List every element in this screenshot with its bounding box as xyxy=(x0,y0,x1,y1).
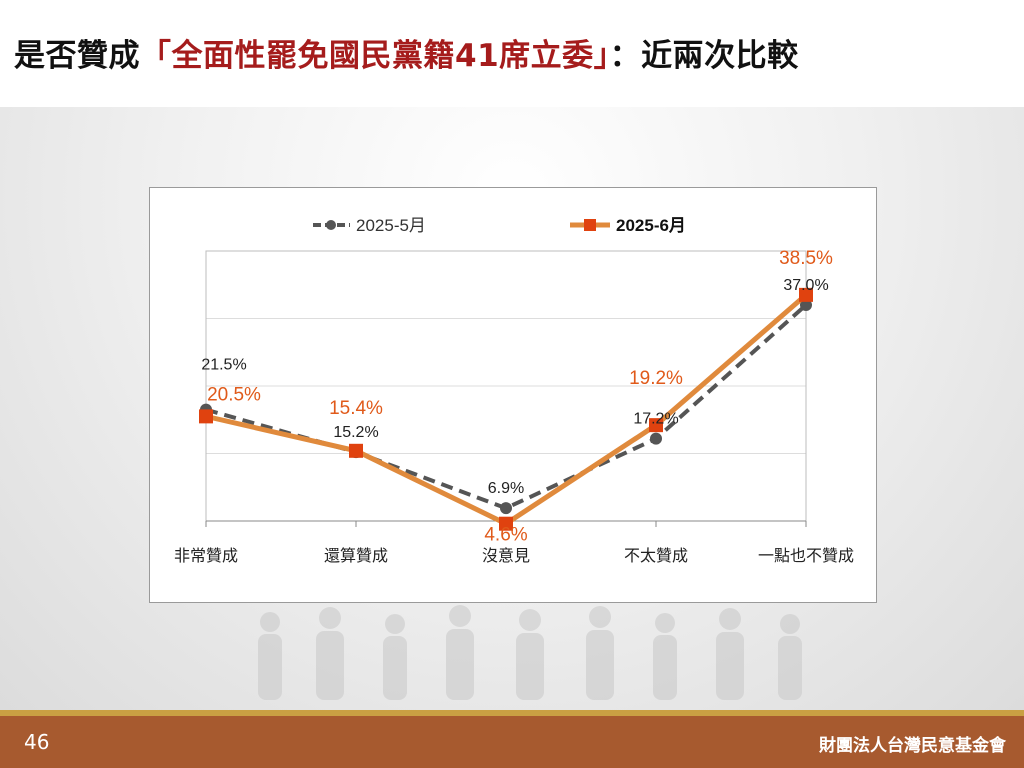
data-point-june xyxy=(799,287,813,302)
data-point-june xyxy=(649,418,663,433)
data-point-may xyxy=(650,432,662,445)
legend-label-may: 2025-5月 xyxy=(356,216,426,235)
legend-label-june: 2025-6月 xyxy=(616,216,686,235)
page-number: 46 xyxy=(24,730,50,754)
series-line-may xyxy=(205,303,808,511)
data-point-june xyxy=(349,443,363,458)
footer-bar: 46 財團法人台灣民意基金會 xyxy=(0,716,1024,768)
title-bar: 是否贊成「全面性罷免國民黨籍41席立委」：近兩次比較 xyxy=(0,0,1024,107)
title-prefix: 是否贊成 xyxy=(14,38,140,74)
organization-name: 財團法人台灣民意基金會 xyxy=(819,736,1006,756)
title-highlight: 「全面性罷免國民黨籍41席立委」 xyxy=(140,38,610,74)
title-suffix: ：近兩次比較 xyxy=(609,38,799,74)
x-tick-label: 非常贊成 xyxy=(174,547,238,565)
data-label-june: 4.6% xyxy=(484,525,527,546)
data-label-may: 37.0% xyxy=(783,277,828,294)
x-tick-label: 一點也不贊成 xyxy=(758,547,854,565)
x-tick-label: 不太贊成 xyxy=(624,547,688,565)
data-label-june: 19.2% xyxy=(629,368,683,389)
data-label-may: 21.5% xyxy=(201,357,246,374)
footer-stripe xyxy=(0,710,1024,716)
x-tick-label: 還算贊成 xyxy=(324,546,388,565)
crowd-silhouette-decoration xyxy=(258,605,802,700)
data-label-june: 20.5% xyxy=(207,384,261,405)
data-label-may: 6.9% xyxy=(488,480,524,497)
line-chart: 非常贊成 還算贊成 沒意見 不太贊成 一點也不贊成 2025-5月 2025-6月 21.5%… xyxy=(174,216,854,565)
data-point-may xyxy=(500,502,512,515)
legend-marker-may xyxy=(326,220,336,230)
chart-panel: 非常贊成 還算贊成 沒意見 不太贊成 一點也不贊成 2025-5月 2025-6月 21.5%… xyxy=(149,187,877,603)
data-point-june xyxy=(199,409,213,424)
data-label-may: 15.2% xyxy=(333,424,378,441)
data-point-may xyxy=(800,299,812,311)
slide-title: 是否贊成「全面性罷免國民黨籍41席立委」：近兩次比較 xyxy=(14,30,799,75)
data-label-june: 15.4% xyxy=(329,398,383,419)
data-label-june: 38.5% xyxy=(779,248,833,269)
data-point-june xyxy=(499,516,513,531)
legend-marker-june xyxy=(584,219,596,231)
data-label-may: 17.2% xyxy=(633,411,678,428)
x-tick-label: 沒意見 xyxy=(482,546,530,565)
